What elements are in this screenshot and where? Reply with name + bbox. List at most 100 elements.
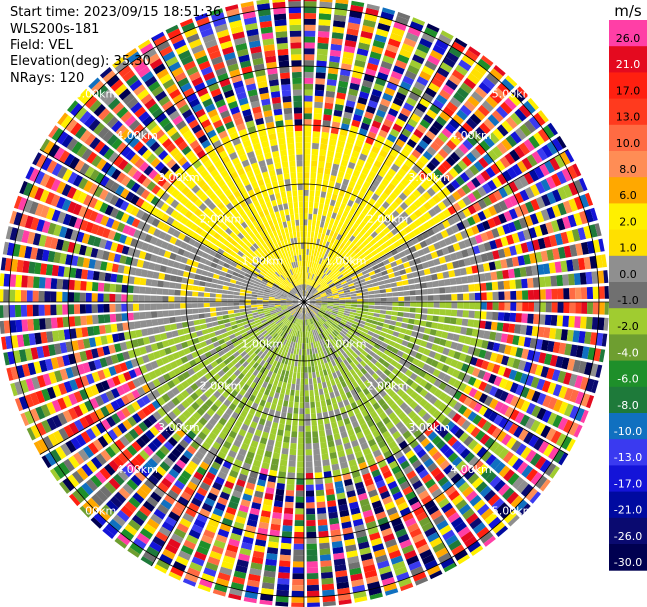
gate-cell [381,7,396,15]
gate-cell [158,418,169,429]
gate-cell [298,325,301,332]
gate-cell [302,313,304,320]
gate-cell [276,320,283,326]
gate-cell [525,266,533,277]
gate-cell [307,293,313,298]
gate-cell [235,344,242,351]
gate-cell [362,239,370,247]
gate-cell [394,470,405,480]
gate-cell [308,293,313,298]
gate-cell [205,422,214,431]
gate-cell [473,402,483,413]
gate-cell [230,337,238,344]
gate-cell [208,385,217,394]
gate-cell [207,356,215,364]
gate-cell [359,498,370,507]
gate-cell [404,158,414,168]
gate-cell [385,288,392,293]
gate-cell [404,216,413,225]
gate-cell [262,361,269,369]
gate-cell [33,318,40,331]
gate-cell [384,588,399,596]
gate-cell [368,350,376,357]
gate-cell [306,496,315,503]
gate-cell [575,243,584,256]
gate-cell [323,369,328,376]
gate-cell [175,276,183,283]
gate-cell [493,65,506,77]
gate-cell [266,326,272,332]
gate-cell [24,348,33,361]
gate-cell [194,274,202,280]
gate-cell [324,374,330,382]
gate-cell [591,317,599,330]
gate-cell [252,314,260,319]
gate-cell [289,309,295,314]
gate-cell [247,340,254,347]
gate-cell [419,320,427,327]
gate-cell [394,173,403,182]
gate-cell [421,495,433,506]
gate-cell [128,321,135,330]
gate-cell [245,364,252,371]
gate-cell [467,46,481,57]
gate-cell [218,361,227,369]
gate-cell [475,430,486,442]
gate-cell [263,332,269,338]
gate-cell [451,544,465,556]
gate-cell [337,287,344,291]
gate-cell [568,198,578,212]
gate-cell [250,324,257,329]
gate-cell [315,84,325,91]
gate-cell [286,364,291,372]
gate-cell [370,323,377,329]
gate-cell [445,79,458,91]
gate-cell [351,263,359,270]
gate-cell [288,321,293,328]
gate-cell [307,584,320,592]
gate-cell [315,297,322,300]
gate-cell [194,451,205,461]
gate-cell [304,18,316,25]
gate-cell [369,494,381,504]
gate-cell [321,453,329,461]
gate-cell [483,535,496,547]
gate-cell [268,377,275,385]
gate-cell [58,226,68,238]
gate-cell [361,147,370,156]
gate-cell [95,422,107,434]
gate-cell [57,412,68,426]
gate-cell [296,306,301,312]
gate-cell [426,564,441,576]
gate-cell [320,293,327,297]
gate-cell [371,165,380,174]
gate-cell [414,313,422,320]
gate-cell [185,386,194,395]
gate-cell [46,386,57,400]
gate-cell [21,319,29,332]
gate-cell [368,305,375,309]
gate-cell [577,257,586,271]
gate-cell [356,326,364,331]
gate-cell [163,441,174,452]
gate-cell [454,232,464,242]
gate-cell [352,381,359,389]
gate-cell [493,479,506,492]
gate-cell [317,232,322,240]
gate-cell [327,361,333,368]
gate-cell [525,468,538,482]
gate-cell [581,302,588,314]
gate-cell [380,465,390,474]
gate-cell [282,382,287,389]
gate-cell [328,511,339,519]
gate-cell [353,280,360,286]
gate-cell [248,445,257,454]
gate-cell [280,344,285,351]
gate-cell [115,303,122,312]
gate-cell [318,161,325,168]
gate-cell [232,490,242,499]
gate-cell [502,323,510,333]
gate-cell [286,303,293,305]
gate-cell [26,304,33,317]
gate-cell [272,333,278,339]
